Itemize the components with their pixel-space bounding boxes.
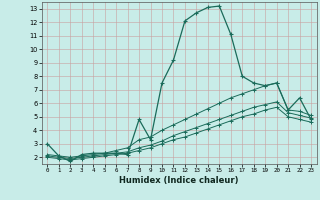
X-axis label: Humidex (Indice chaleur): Humidex (Indice chaleur) — [119, 176, 239, 185]
